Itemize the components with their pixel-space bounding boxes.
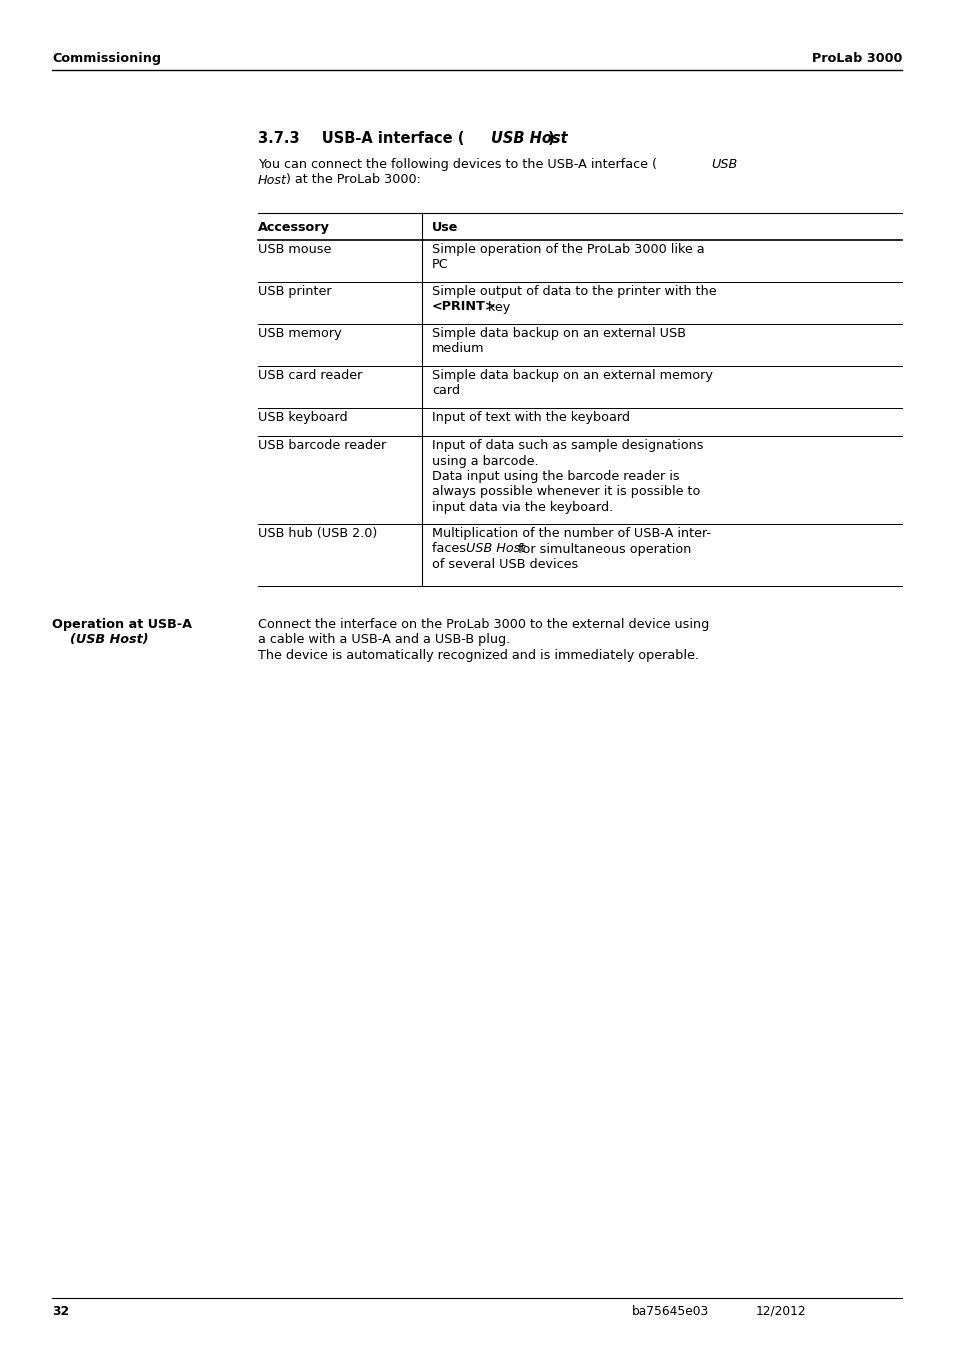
Text: USB Host: USB Host bbox=[465, 543, 525, 555]
Text: for simultaneous operation: for simultaneous operation bbox=[517, 543, 691, 555]
Text: key: key bbox=[483, 300, 510, 313]
Text: medium: medium bbox=[432, 343, 484, 355]
Text: always possible whenever it is possible to: always possible whenever it is possible … bbox=[432, 485, 700, 499]
Text: Operation at USB-A: Operation at USB-A bbox=[52, 617, 192, 631]
Text: ) at the ProLab 3000:: ) at the ProLab 3000: bbox=[286, 173, 420, 186]
Text: Simple operation of the ProLab 3000 like a: Simple operation of the ProLab 3000 like… bbox=[432, 243, 704, 255]
Text: a cable with a USB-A and a USB-B plug.: a cable with a USB-A and a USB-B plug. bbox=[257, 634, 510, 647]
Text: USB mouse: USB mouse bbox=[257, 243, 331, 255]
Text: PC: PC bbox=[432, 258, 448, 272]
Text: 32: 32 bbox=[52, 1305, 69, 1319]
Text: ProLab 3000: ProLab 3000 bbox=[811, 51, 901, 65]
Text: Accessory: Accessory bbox=[257, 222, 330, 234]
Text: <PRINT>: <PRINT> bbox=[432, 300, 497, 313]
Text: USB memory: USB memory bbox=[257, 327, 341, 340]
Text: USB Host: USB Host bbox=[491, 131, 567, 146]
Text: Connect the interface on the ProLab 3000 to the external device using: Connect the interface on the ProLab 3000… bbox=[257, 617, 708, 631]
Text: Commissioning: Commissioning bbox=[52, 51, 161, 65]
Text: Use: Use bbox=[432, 222, 457, 234]
Text: faces: faces bbox=[432, 543, 470, 555]
Text: The device is automatically recognized and is immediately operable.: The device is automatically recognized a… bbox=[257, 648, 699, 662]
Text: Input of data such as sample designations: Input of data such as sample designation… bbox=[432, 439, 702, 453]
Text: USB printer: USB printer bbox=[257, 285, 332, 299]
Text: ba75645e03: ba75645e03 bbox=[631, 1305, 708, 1319]
Text: USB keyboard: USB keyboard bbox=[257, 411, 347, 424]
Text: You can connect the following devices to the USB-A interface (: You can connect the following devices to… bbox=[257, 158, 657, 172]
Text: using a barcode.: using a barcode. bbox=[432, 454, 538, 467]
Text: USB: USB bbox=[710, 158, 737, 172]
Text: ): ) bbox=[547, 131, 554, 146]
Text: Multiplication of the number of USB-A inter-: Multiplication of the number of USB-A in… bbox=[432, 527, 710, 540]
Text: (USB Host): (USB Host) bbox=[70, 634, 149, 647]
Text: input data via the keyboard.: input data via the keyboard. bbox=[432, 501, 613, 513]
Text: USB hub (USB 2.0): USB hub (USB 2.0) bbox=[257, 527, 376, 540]
Text: 3.7.3   USB-A interface (: 3.7.3 USB-A interface ( bbox=[257, 131, 464, 146]
Text: of several USB devices: of several USB devices bbox=[432, 558, 578, 571]
Text: Simple data backup on an external memory: Simple data backup on an external memory bbox=[432, 369, 712, 382]
Text: Simple data backup on an external USB: Simple data backup on an external USB bbox=[432, 327, 685, 340]
Text: Host: Host bbox=[257, 173, 287, 186]
Text: 12/2012: 12/2012 bbox=[755, 1305, 806, 1319]
Text: card: card bbox=[432, 385, 459, 397]
Text: Input of text with the keyboard: Input of text with the keyboard bbox=[432, 411, 629, 424]
Text: Simple output of data to the printer with the: Simple output of data to the printer wit… bbox=[432, 285, 716, 299]
Text: Data input using the barcode reader is: Data input using the barcode reader is bbox=[432, 470, 679, 484]
Text: USB barcode reader: USB barcode reader bbox=[257, 439, 386, 453]
Text: USB card reader: USB card reader bbox=[257, 369, 362, 382]
